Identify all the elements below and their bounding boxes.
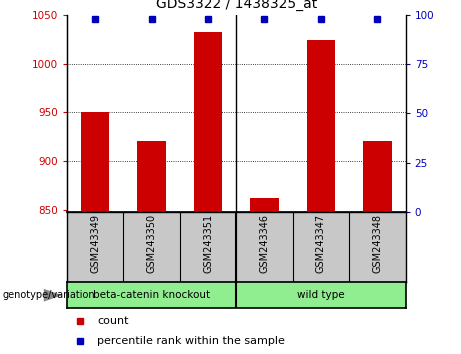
Text: GSM243348: GSM243348 (372, 214, 383, 273)
Text: GSM243351: GSM243351 (203, 214, 213, 273)
Bar (137, 141, 165, 212)
Text: beta-catenin knockout: beta-catenin knockout (93, 290, 210, 300)
Bar (236, 282, 406, 308)
Text: percentile rank within the sample: percentile rank within the sample (97, 336, 285, 346)
Text: genotype/variation: genotype/variation (2, 290, 95, 300)
Bar (67, 282, 236, 308)
Bar (81, 113, 109, 212)
Text: GSM243347: GSM243347 (316, 214, 326, 273)
Polygon shape (44, 289, 62, 302)
Bar (363, 141, 391, 212)
Bar (250, 198, 278, 212)
Text: GSM243350: GSM243350 (147, 214, 157, 273)
Text: GSM243349: GSM243349 (90, 214, 100, 273)
Bar (307, 40, 335, 212)
Title: GDS3322 / 1438325_at: GDS3322 / 1438325_at (156, 0, 317, 11)
Text: wild type: wild type (297, 290, 345, 300)
Text: count: count (97, 316, 129, 326)
Text: GSM243346: GSM243346 (260, 214, 270, 273)
Bar (194, 32, 222, 212)
